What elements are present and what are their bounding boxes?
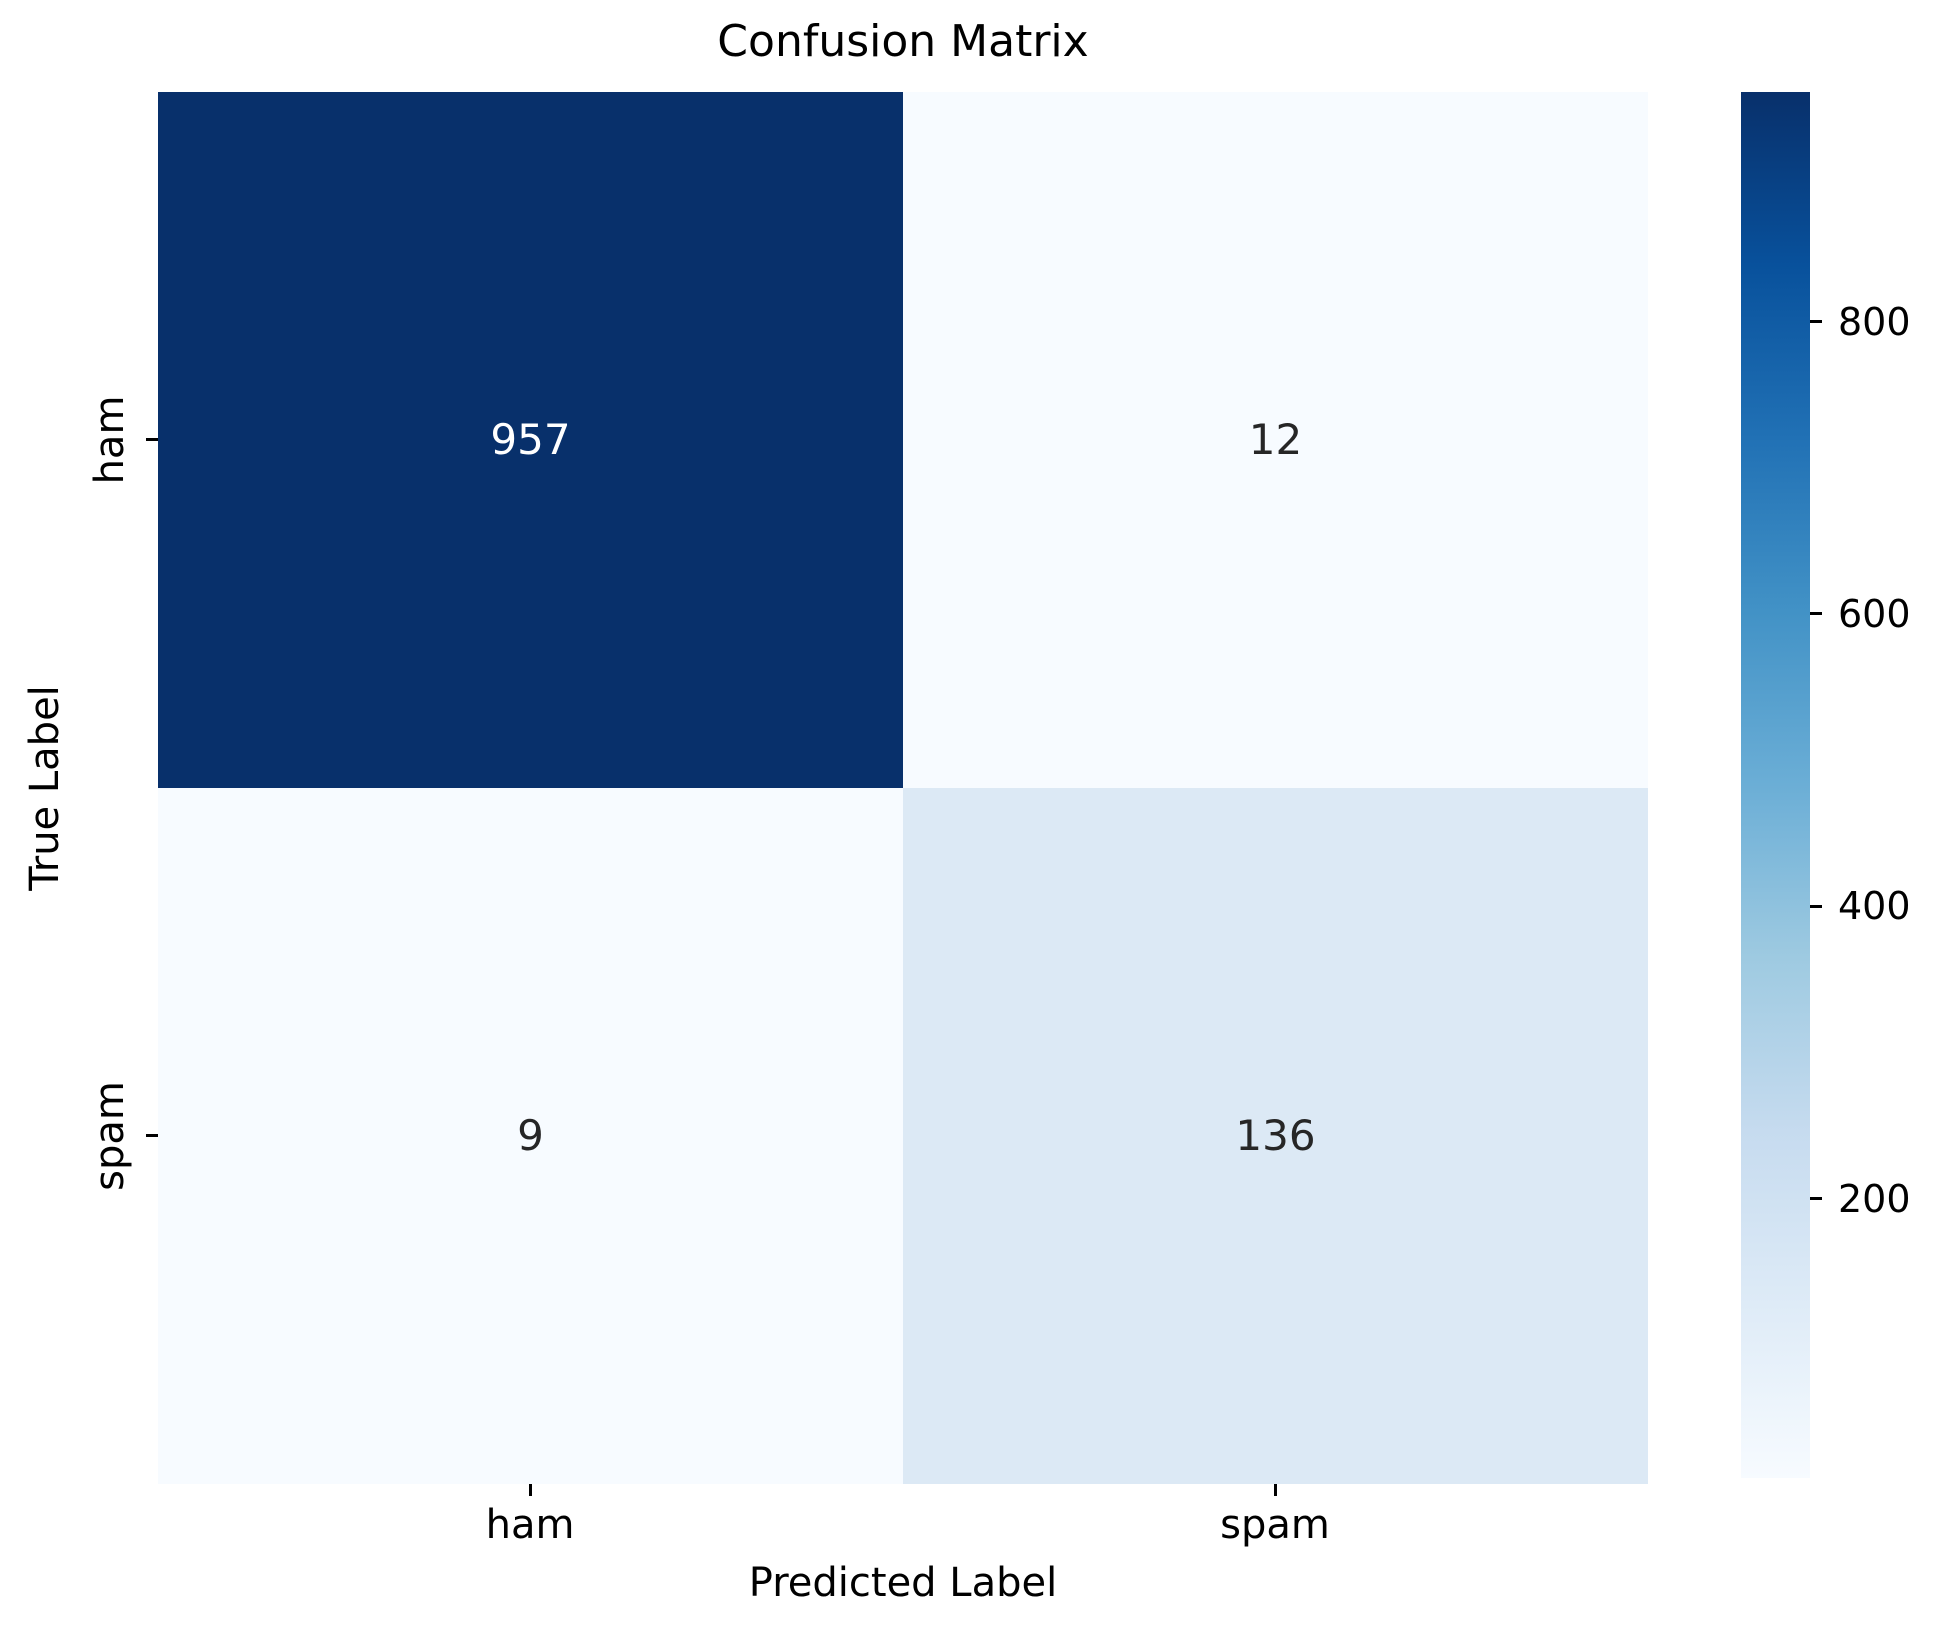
- y-tick-mark-ham: [146, 438, 158, 441]
- x-tick-label-ham: ham: [485, 1502, 575, 1548]
- heatmap-cell-ham-ham: 957: [158, 92, 903, 788]
- x-tick-mark-ham: [529, 1484, 532, 1496]
- cell-value-true-ham-pred-ham: 957: [490, 415, 571, 464]
- x-tick-label-spam: spam: [1220, 1502, 1330, 1548]
- heatmap-grid: 957 12 9 136: [158, 92, 1648, 1484]
- chart-title: Confusion Matrix: [717, 16, 1089, 67]
- y-axis-label: True Label: [22, 685, 68, 891]
- cell-value-true-ham-pred-spam: 12: [1248, 415, 1303, 464]
- heatmap-cell-spam-spam: 136: [903, 788, 1648, 1484]
- x-tick-mark-spam: [1274, 1484, 1277, 1496]
- x-axis-label: Predicted Label: [748, 1560, 1058, 1606]
- colorbar-tick-mark: [1810, 1197, 1822, 1201]
- heatmap-cell-ham-spam: 12: [903, 92, 1648, 788]
- colorbar-tick-label: 200: [1838, 1176, 1911, 1221]
- colorbar-tick-mark: [1810, 320, 1822, 324]
- heatmap-cell-spam-ham: 9: [158, 788, 903, 1484]
- colorbar-tick-label: 800: [1838, 299, 1911, 344]
- colorbar: [1741, 92, 1810, 1478]
- y-tick-label-ham: ham: [87, 395, 133, 485]
- colorbar-tick-label: 600: [1838, 591, 1911, 636]
- y-tick-mark-spam: [146, 1134, 158, 1137]
- colorbar-tick-mark: [1810, 612, 1822, 616]
- cell-value-true-spam-pred-ham: 9: [517, 1111, 544, 1160]
- cell-value-true-spam-pred-spam: 136: [1235, 1111, 1316, 1160]
- y-tick-label-spam: spam: [87, 1081, 133, 1191]
- colorbar-tick-label: 400: [1838, 884, 1911, 929]
- colorbar-tick-mark: [1810, 904, 1822, 908]
